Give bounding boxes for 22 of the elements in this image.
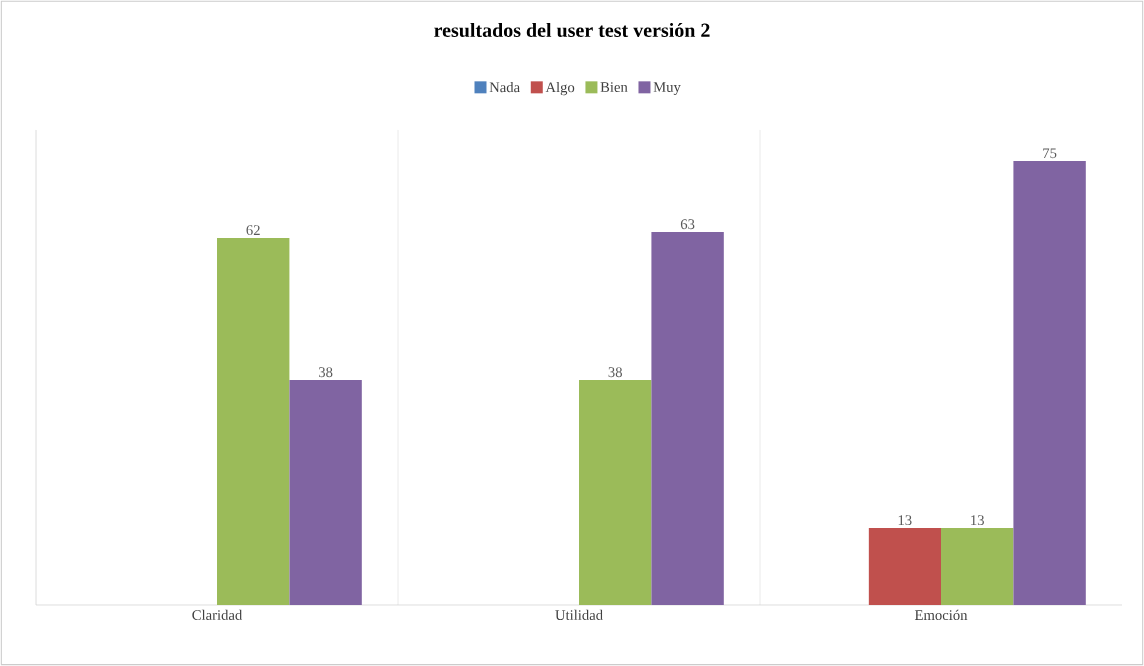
legend-label: Algo	[545, 81, 575, 96]
data-label: 38	[318, 367, 333, 378]
data-label: 75	[1043, 148, 1057, 159]
bar	[579, 380, 652, 605]
bar	[941, 528, 1014, 605]
data-label: 62	[246, 225, 260, 236]
bar	[217, 238, 290, 605]
legend-label: Muy	[653, 82, 681, 95]
x-tick-label: Emoción	[914, 609, 968, 621]
bar	[1013, 161, 1086, 605]
x-tick-label: Claridad	[192, 609, 243, 621]
chart-title: resultados del user test versión 2	[434, 22, 710, 38]
data-label: 13	[898, 515, 912, 526]
data-label: 38	[608, 367, 622, 378]
bar	[868, 528, 942, 605]
bar	[651, 232, 724, 605]
legend-label: Bien	[600, 82, 628, 92]
data-label: 13	[971, 515, 984, 526]
data-label: 63	[680, 219, 695, 230]
x-tick-label: Utilidad	[555, 609, 603, 621]
legend-label: Nada	[489, 81, 520, 93]
bar	[289, 380, 362, 605]
